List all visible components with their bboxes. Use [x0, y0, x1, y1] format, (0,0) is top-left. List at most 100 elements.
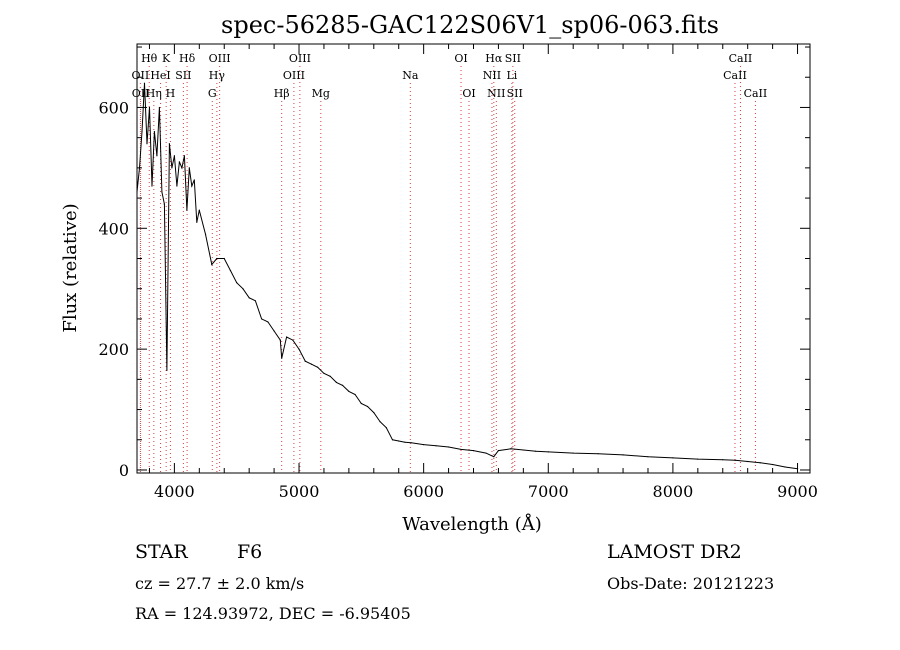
line-marker-label: Hη — [146, 87, 162, 100]
y-tick-label: 200 — [98, 340, 129, 359]
spectrum-point — [186, 209, 188, 211]
spectrum-point — [734, 459, 736, 461]
spectrum-point — [722, 459, 724, 461]
line-marker-label: SII — [175, 69, 191, 82]
coordinates: RA = 124.93972, DEC = -6.95405 — [135, 604, 411, 623]
spectrum-point — [211, 263, 213, 266]
spectrum-point — [153, 131, 156, 133]
spectrum-point — [385, 427, 387, 429]
spectrum-point — [183, 155, 185, 157]
spectrum-point — [391, 439, 394, 441]
spectrum-point — [146, 143, 148, 145]
line-marker-label: SII — [507, 87, 523, 100]
line-marker-label: CaII — [744, 87, 768, 100]
spectrum-point — [622, 454, 624, 456]
line-marker-label: OII — [132, 69, 150, 82]
y-tick-label: 400 — [98, 219, 129, 238]
line-marker-label: K — [162, 52, 171, 65]
spectrum-point — [298, 348, 300, 350]
x-axis-label: Wavelength (Å) — [402, 513, 542, 535]
spectrum-point — [181, 167, 183, 169]
spectrum-point — [151, 185, 153, 187]
survey-label: LAMOST DR2 — [607, 541, 742, 563]
spectrum-point — [163, 203, 166, 205]
spectrum-point — [335, 381, 338, 383]
spectrum-point — [188, 167, 190, 169]
spectrum-point — [143, 82, 146, 84]
object-class: STAR — [135, 541, 188, 563]
plot-frame — [136, 43, 811, 474]
spectrum-point — [216, 257, 218, 260]
spectrum-point — [254, 300, 256, 302]
spectrum-point — [141, 131, 143, 133]
spectrum-point — [759, 462, 761, 464]
spectrum-point — [522, 449, 524, 451]
axis-ticks — [137, 44, 810, 473]
spectrum-point — [191, 185, 193, 187]
spectrum-point — [373, 411, 375, 414]
series-layer — [136, 82, 799, 470]
spectrum-point — [672, 457, 674, 459]
spectrum-point — [323, 372, 325, 374]
line-marker-label: OIII — [289, 52, 311, 65]
spectrum-point — [198, 209, 200, 211]
line-marker-label: CaII — [729, 52, 753, 65]
spectrum-point — [379, 421, 381, 423]
spectrum-point — [161, 191, 163, 193]
spectrum-point — [497, 450, 500, 452]
spectrum-point — [342, 384, 344, 386]
line-marker-label: CaII — [723, 69, 747, 82]
redshift-velocity: cz = 27.7 ± 2.0 km/s — [135, 574, 305, 593]
line-marker-label: NII — [487, 87, 505, 100]
x-tick-label: 5000 — [279, 482, 320, 501]
x-tick-label: 8000 — [653, 482, 694, 501]
line-marker-label: Mg — [312, 87, 330, 100]
spectrum-point — [647, 456, 649, 458]
line-marker-label: OIII — [209, 52, 231, 65]
spectrum-point — [360, 402, 362, 405]
spectrum-point — [166, 369, 168, 371]
x-tick-label: 4000 — [154, 482, 195, 501]
spectrum-point — [510, 448, 512, 450]
line-marker-label: Hθ — [141, 52, 158, 65]
spectrum-point — [223, 257, 225, 260]
spectrum-point — [366, 405, 369, 408]
spectrum-point — [535, 450, 537, 452]
line-marker-label: OI — [454, 52, 467, 65]
spectrum-point — [196, 221, 198, 223]
x-tick-label: 6000 — [403, 482, 444, 501]
chart-title: spec-56285-GAC122S06V1_sp06-063.fits — [221, 11, 719, 39]
spectrum-point — [204, 233, 207, 235]
spectrum-point — [317, 366, 319, 368]
spectrum-point — [354, 393, 356, 396]
line-marker-label: NII — [483, 69, 501, 82]
spectrum-point — [242, 288, 244, 290]
spectrum-point — [310, 363, 313, 365]
spectrum-point — [281, 357, 283, 359]
line-marker-label: Hδ — [179, 52, 196, 65]
spectrum-point — [261, 318, 263, 320]
spectrum-point — [156, 155, 158, 157]
spectrum-point — [292, 339, 294, 341]
x-tick-label: 9000 — [777, 482, 818, 501]
observation-date: Obs-Date: 20121223 — [607, 574, 775, 593]
spectrum-point — [697, 458, 699, 460]
spectrum-point — [171, 167, 173, 169]
spectrum-point — [273, 330, 275, 332]
spectrum-point — [285, 336, 288, 338]
line-marker-label: H — [166, 87, 176, 100]
line-marker-label: G — [208, 87, 217, 100]
line-marker-label: OIII — [283, 69, 305, 82]
line-marker-label: OI — [462, 87, 475, 100]
spectrum-point — [148, 106, 151, 109]
spectrum-point — [398, 440, 400, 442]
spectrum-point — [472, 450, 475, 452]
spectrum-point — [404, 441, 406, 443]
x-tick-label: 7000 — [528, 482, 569, 501]
spectrum-point — [597, 453, 599, 455]
spectrum-point — [493, 456, 495, 458]
spectrum-series — [136, 83, 798, 470]
spectrum-point — [304, 360, 306, 362]
spectrum-point — [485, 452, 487, 454]
y-axis-label: Flux (relative) — [60, 203, 81, 332]
